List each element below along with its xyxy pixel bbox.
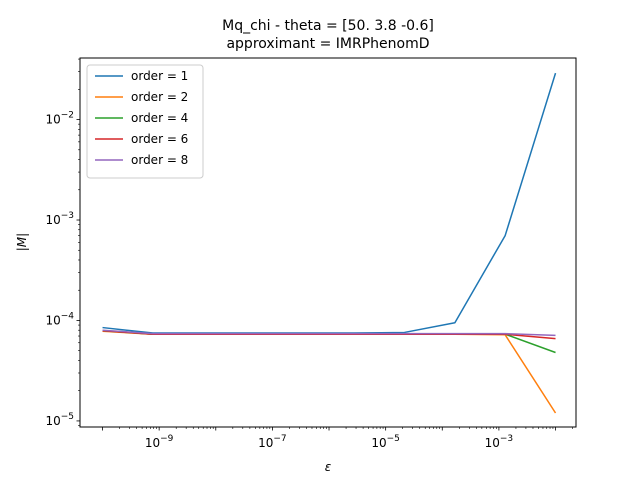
series-line-order-2 <box>102 330 557 414</box>
x-axis-label: ε <box>325 460 332 474</box>
y-axis: 10−5 10−4 10−3 10−2 <box>45 58 80 428</box>
legend-label: order = 8 <box>131 153 188 167</box>
legend-label: order = 1 <box>131 69 188 83</box>
chart-title: Mq_chi - theta = [50. 3.8 -0.6] <box>222 18 434 34</box>
y-tick-label: 10−4 <box>45 311 74 327</box>
x-axis: 10−9 10−7 10−5 10−3 <box>102 427 573 450</box>
y-tick-label: 10−2 <box>45 111 74 127</box>
y-axis-label: |M| <box>15 233 29 251</box>
legend: order = 1 order = 2 order = 4 order = 6 orde… <box>86 64 204 179</box>
legend-label: order = 2 <box>131 90 188 104</box>
chart-subtitle: approximant = IMRPhenomD <box>226 36 429 52</box>
x-tick-label: 10−7 <box>258 434 287 450</box>
x-tick-label: 10−5 <box>371 434 400 450</box>
legend-label: order = 6 <box>131 132 188 146</box>
y-tick-label: 10−5 <box>45 412 74 428</box>
series-line-order-5 <box>102 329 556 337</box>
legend-box <box>86 64 204 179</box>
plot-lines <box>102 72 557 414</box>
y-tick-label: 10−3 <box>45 211 74 227</box>
series-line-order-4 <box>102 330 556 340</box>
legend-label: order = 4 <box>131 111 188 125</box>
x-tick-label: 10−3 <box>485 434 514 450</box>
x-tick-label: 10−9 <box>145 434 174 450</box>
